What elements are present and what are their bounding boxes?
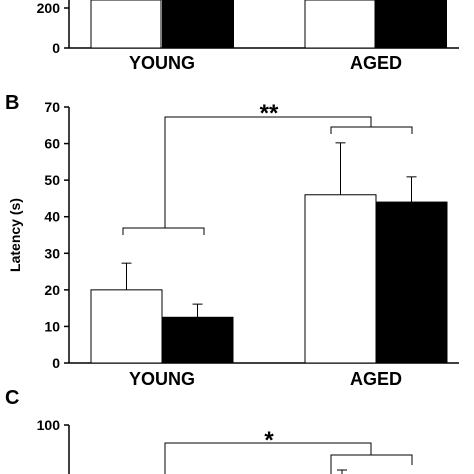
panel-b-bar-young-0 — [90, 289, 163, 364]
panel-b-y-axis-label: Latency (s) — [7, 198, 23, 272]
panel-a-category-young: YOUNG — [129, 53, 195, 73]
panel-b-ticks: 0 10 20 30 40 50 60 70 — [44, 99, 69, 371]
panel-b-tick-label-0: 0 — [52, 355, 60, 371]
panel-a-bar-young-white — [90, 0, 162, 49]
panel-b-bar-aged-1 — [375, 201, 448, 364]
panel-a-tick-label-200: 200 — [37, 0, 61, 16]
panel-b-bars — [90, 142, 448, 364]
panel-c-bracket-aged — [330, 454, 413, 474]
panel-a-tick-label-0: 0 — [52, 40, 60, 56]
panel-a-bar-aged-white — [304, 0, 376, 49]
panel-b-tick-label-60: 60 — [44, 136, 60, 152]
panel-a: 200 0 YOUNG AGED — [37, 0, 459, 73]
panel-b-bracket-aged — [330, 126, 413, 134]
panel-b-tick-label-40: 40 — [44, 209, 60, 225]
panel-b-bracket-young — [122, 227, 205, 235]
panel-b-bar-young-1 — [161, 316, 234, 364]
panel-b-tick-label-50: 50 — [44, 172, 60, 188]
panel-c: C 100 * — [5, 387, 413, 474]
panel-b-significance-marker: ** — [260, 100, 279, 127]
panel-c-letter: C — [5, 387, 19, 409]
panel-b-letter: B — [5, 92, 19, 114]
panel-c-tick-label-100: 100 — [37, 417, 61, 433]
panel-a-bar-aged-black — [375, 0, 447, 48]
panel-b: B Latency (s) 0 10 20 30 40 50 60 70 ** YOUNG A… — [5, 92, 459, 389]
panel-c-bracket-overall — [164, 442, 372, 474]
panel-b-tick-label-20: 20 — [44, 282, 60, 298]
panel-c-error-bar-aged — [337, 469, 347, 474]
panel-c-significance-marker: * — [264, 427, 274, 454]
panel-b-bar-aged-0 — [304, 194, 377, 364]
panel-a-bar-young-black — [162, 0, 234, 48]
panel-b-bracket-overall — [164, 116, 372, 228]
panel-b-tick-label-10: 10 — [44, 318, 60, 334]
panel-a-category-aged: AGED — [350, 53, 402, 73]
panel-b-category-aged: AGED — [350, 369, 402, 389]
panel-b-tick-label-70: 70 — [44, 99, 60, 115]
panel-b-category-young: YOUNG — [129, 369, 195, 389]
panel-b-tick-label-30: 30 — [44, 245, 60, 261]
